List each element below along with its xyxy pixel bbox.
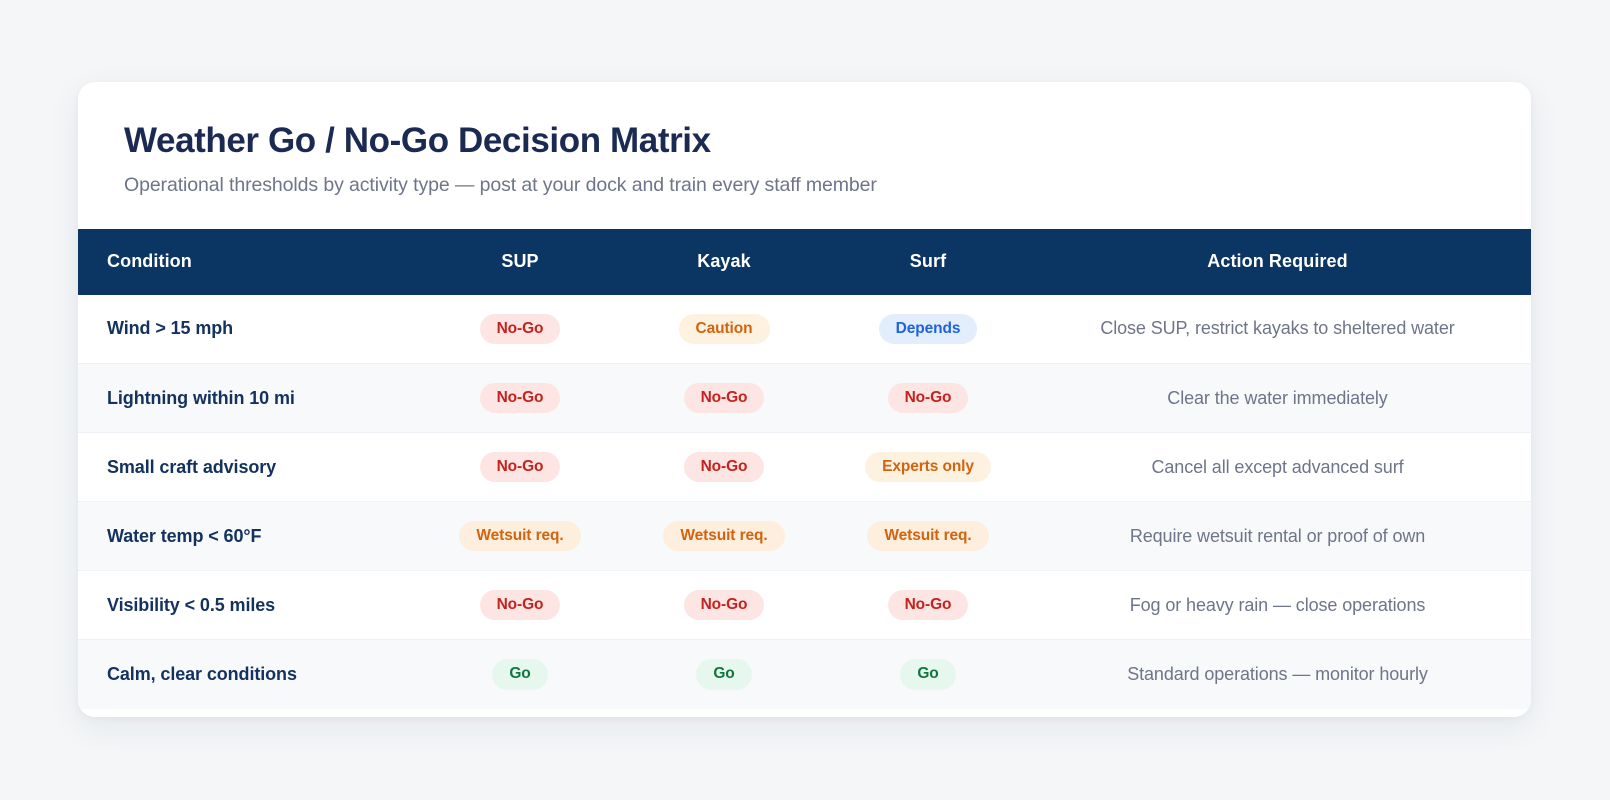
cell-action-required: Clear the water immediately [1167,387,1388,408]
cell-condition: Visibility < 0.5 miles [107,594,276,615]
status-badge: Wetsuit req. [459,520,581,552]
table-body: Wind > 15 mph No-Go Caution Depends Close SU… [78,295,1531,709]
cell-action-required: Cancel all except advanced surf [1151,456,1404,477]
table-row[interactable]: Small craft advisory No-Go No-Go Experts on… [78,432,1531,502]
page-subtitle: Operational thresholds by activity type … [124,174,877,197]
status-badge: Go [492,659,548,690]
cell-kayak: Wetsuit req. [622,502,826,571]
cell-condition: Lightning within 10 mi [107,387,295,408]
cell-kayak: Go [622,640,826,709]
cell-condition: Calm, clear conditions [107,663,297,684]
cell-kayak: Caution [622,295,826,364]
table-row[interactable]: Water temp < 60°F Wetsuit req. Wetsuit req… [78,501,1531,571]
cell-kayak: No-Go [622,364,826,433]
cell-surf: No-Go [826,571,1030,640]
table-header-row: Condition SUP Kayak Surf Action Required [78,228,1531,295]
cell-kayak: No-Go [622,571,826,640]
cell-kayak: No-Go [622,433,826,502]
cell-sup: No-Go [418,364,622,433]
cell-sup: No-Go [418,433,622,502]
cell-surf: Wetsuit req. [826,502,1030,571]
status-badge: No-Go [479,382,561,414]
status-badge: No-Go [479,589,561,621]
status-badge: Go [696,659,752,690]
table-row[interactable]: Calm, clear conditions Go Go Go Standard ope… [78,639,1531,709]
status-badge: No-Go [683,451,765,483]
cell-sup: Wetsuit req. [418,502,622,571]
status-badge: No-Go [479,313,561,345]
cell-action-required: Close SUP, restrict kayaks to sheltered … [1100,318,1455,339]
cell-sup: No-Go [418,295,622,364]
table-row[interactable]: Lightning within 10 mi No-Go No-Go No-Go Cle… [78,363,1531,433]
status-badge: No-Go [887,589,969,621]
decision-matrix-card: Weather Go / No-Go Decision Matrix Opera… [78,82,1531,717]
status-badge: No-Go [683,589,765,621]
status-badge: Go [900,659,956,690]
column-header-sup[interactable]: SUP [418,228,622,295]
cell-action-required: Standard operations — monitor hourly [1127,663,1428,684]
card-header: Weather Go / No-Go Decision Matrix Opera… [78,82,1531,199]
status-badge: Wetsuit req. [867,520,989,552]
page-title: Weather Go / No-Go Decision Matrix [124,121,711,160]
decision-matrix-table: Condition SUP Kayak Surf Action Required… [78,228,1531,709]
cell-condition: Water temp < 60°F [107,525,262,546]
cell-condition: Small craft advisory [107,456,277,477]
column-header-condition[interactable]: Condition [78,228,418,295]
cell-condition: Wind > 15 mph [107,318,234,339]
status-badge: No-Go [683,382,765,414]
table-header: Condition SUP Kayak Surf Action Required [78,228,1531,295]
status-badge: Caution [678,313,770,345]
status-badge: Depends [878,313,978,345]
cell-action-required: Require wetsuit rental or proof of own [1129,525,1426,546]
cell-surf: Depends [826,295,1030,364]
column-header-action-required[interactable]: Action Required [1030,228,1531,295]
cell-sup: Go [418,640,622,709]
column-header-surf[interactable]: Surf [826,228,1030,295]
status-badge: No-Go [479,451,561,483]
cell-surf: No-Go [826,364,1030,433]
cell-action-required: Fog or heavy rain — close operations [1129,594,1426,615]
status-badge: Wetsuit req. [663,520,785,552]
table-row[interactable]: Wind > 15 mph No-Go Caution Depends Close SU… [78,295,1531,364]
cell-surf: Experts only [826,433,1030,502]
status-badge: No-Go [887,382,969,414]
status-badge: Experts only [865,451,991,483]
column-header-kayak[interactable]: Kayak [622,228,826,295]
cell-surf: Go [826,640,1030,709]
table-row[interactable]: Visibility < 0.5 miles No-Go No-Go No-Go Fog… [78,570,1531,640]
cell-sup: No-Go [418,571,622,640]
